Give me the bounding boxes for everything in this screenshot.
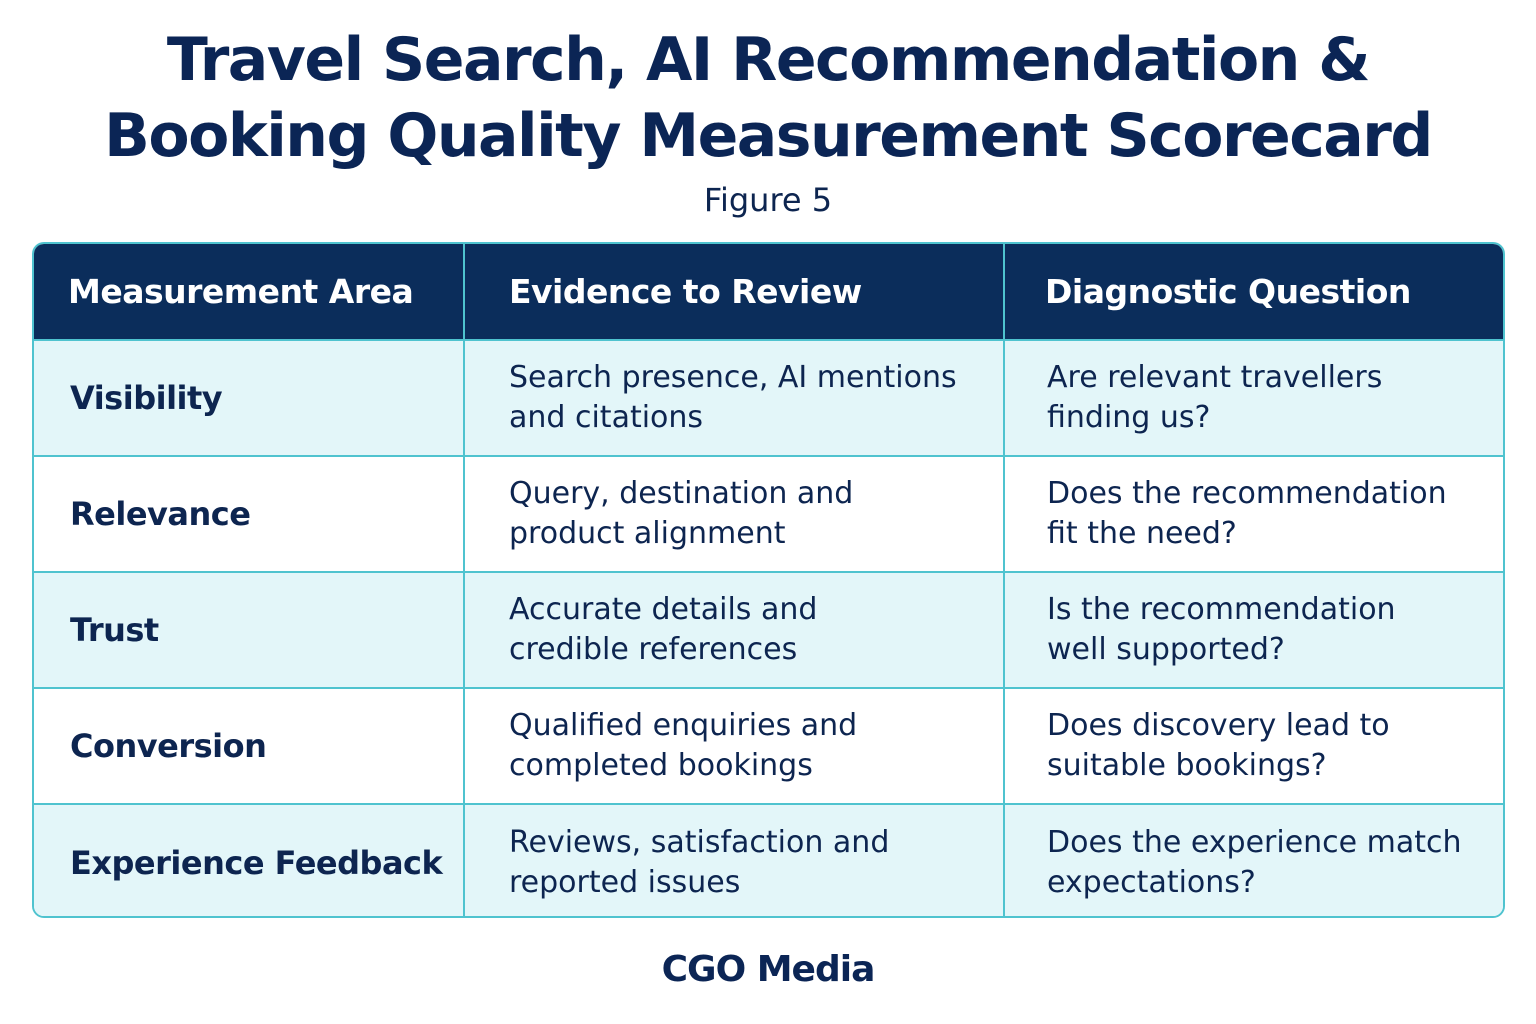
evidence-line: Qualified enquiries and [509,708,858,743]
page-title: Travel Search, AI Recommendation & Booki… [0,22,1536,174]
table-row: Conversion Qualified enquiries and compl… [34,687,1503,804]
measurement-area-cell: Relevance [34,455,465,572]
table-row: Visibility Search presence, AI mentions … [34,339,1503,456]
evidence-cell: Query, destination and product alignment [464,455,1005,572]
table-header-row: Measurement Area Evidence to Review Diag… [34,244,1503,340]
question-cell: Does discovery lead to suitable bookings… [1004,687,1503,804]
title-line-1: Travel Search, AI Recommendation & [166,25,1371,95]
question-line: well supported? [1047,632,1285,667]
table-row: Experience Feedback Reviews, satisfactio… [34,803,1503,916]
column-header-evidence: Evidence to Review [464,244,1005,340]
evidence-line: completed bookings [509,748,813,783]
figure-label: Figure 5 [703,181,833,219]
question-line: fit the need? [1047,516,1237,551]
question-line: suitable bookings? [1047,748,1327,783]
column-header-measurement-area: Measurement Area [34,244,465,340]
evidence-cell: Search presence, AI mentions and citatio… [464,339,1005,456]
question-line: Is the recommendation [1047,592,1396,627]
measurement-area-cell: Trust [34,571,465,688]
question-line: Are relevant travellers [1047,360,1383,395]
title-line-2: Booking Quality Measurement Scorecard [104,101,1433,171]
question-line: Does discovery lead to [1047,708,1390,743]
measurement-area-cell: Conversion [34,687,465,804]
column-header-diagnostic-question: Diagnostic Question [1004,244,1503,340]
evidence-cell: Accurate details and credible references [464,571,1005,688]
scorecard-table-container: Measurement Area Evidence to Review Diag… [32,242,1505,918]
question-line: Does the experience match [1047,824,1462,860]
question-cell: Does the recommendation fit the need? [1004,455,1503,572]
publisher-logo-text: CGO Media [661,949,876,990]
evidence-line: and citations [509,400,704,435]
scorecard-table: Measurement Area Evidence to Review Diag… [34,244,1503,916]
question-line: Does the recommendation [1047,476,1447,511]
measurement-area-cell: Visibility [34,339,465,456]
evidence-line: product alignment [509,516,786,551]
evidence-line: Query, destination and [509,476,854,511]
evidence-line: credible references [509,632,798,667]
question-line: expectations? [1047,864,1256,900]
table-row: Relevance Query, destination and product… [34,455,1503,572]
evidence-line: Reviews, satisfaction and [509,824,890,860]
evidence-cell: Qualified enquiries and completed bookin… [464,687,1005,804]
question-cell: Is the recommendation well supported? [1004,571,1503,688]
measurement-area-cell: Experience Feedback [34,803,465,916]
question-cell: Does the experience match expectations? [1004,803,1503,916]
table-row: Trust Accurate details and credible refe… [34,571,1503,688]
evidence-line: Accurate details and [509,592,818,627]
evidence-cell: Reviews, satisfaction and reported issue… [464,803,1005,916]
evidence-line: reported issues [509,864,741,900]
question-line: finding us? [1047,400,1211,435]
question-cell: Are relevant travellers finding us? [1004,339,1503,456]
evidence-line: Search presence, AI mentions [509,360,957,395]
